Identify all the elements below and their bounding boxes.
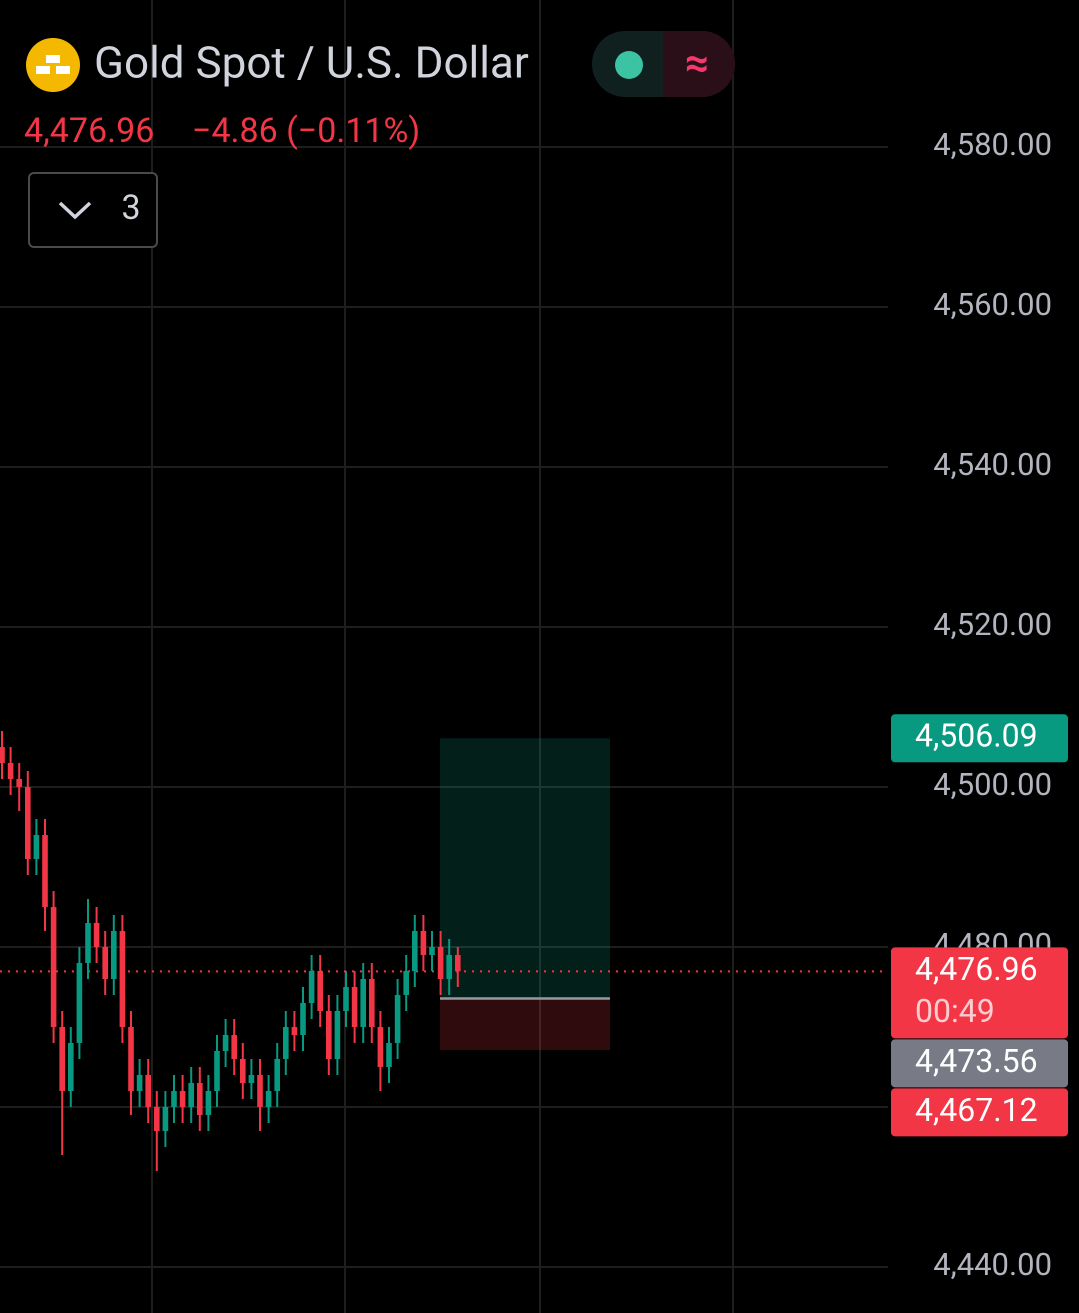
candle-body	[360, 979, 366, 1027]
candle-body	[412, 931, 418, 971]
candle-body	[197, 1083, 203, 1115]
candle-body	[300, 1003, 306, 1035]
price-label: 4,506.09	[915, 717, 1038, 755]
candle-body	[162, 1107, 169, 1131]
candle-body	[369, 979, 375, 1027]
candle-body	[33, 835, 40, 859]
candle-body	[446, 955, 452, 979]
candle-body	[283, 1027, 289, 1059]
candle-body	[214, 1051, 220, 1091]
candle-body	[231, 1035, 237, 1059]
y-tick-label: 4,540.00	[933, 446, 1052, 483]
candle-body	[291, 1027, 298, 1035]
candle-body	[59, 1027, 65, 1091]
candle-body	[145, 1075, 151, 1107]
candle-body	[50, 907, 57, 1027]
svg-text:≈: ≈	[685, 39, 709, 88]
candle-body	[136, 1075, 143, 1091]
candle-body	[403, 971, 409, 995]
header: Gold Spot / U.S. Dollar ≈ 4,476.96 −4.86…	[24, 31, 735, 248]
symbol-title: Gold Spot / U.S. Dollar	[94, 37, 529, 89]
vertical-grid	[151, 0, 734, 1313]
price-label: 4,467.12	[915, 1091, 1038, 1129]
candle-body	[377, 1027, 384, 1067]
candle-body	[171, 1091, 177, 1107]
indicator-count: 3	[121, 188, 140, 228]
candle-body	[25, 787, 31, 859]
candle-body	[429, 947, 435, 955]
candle-body	[394, 995, 401, 1043]
candle-body	[119, 931, 126, 1027]
candle-body	[76, 963, 83, 1043]
price-label-box	[891, 1039, 1068, 1088]
price-label-box	[891, 947, 1068, 1039]
candle-body	[274, 1059, 280, 1091]
candle-body	[240, 1059, 246, 1083]
y-tick-label: 4,440.00	[933, 1246, 1052, 1283]
y-tick-label: 4,500.00	[933, 766, 1052, 803]
status-toggle[interactable]: ≈	[592, 31, 735, 97]
candle-body	[334, 1011, 341, 1059]
countdown: 00:49	[915, 992, 995, 1030]
price-label: 4,473.56	[915, 1042, 1038, 1080]
candle-body	[317, 971, 323, 1011]
price-label-box	[891, 1088, 1068, 1137]
price-label: 4,476.96	[915, 950, 1038, 988]
take-profit-zone	[440, 738, 610, 999]
candle-body	[248, 1075, 255, 1083]
candle-body	[85, 923, 91, 963]
candle-body	[257, 1075, 263, 1107]
candle-body	[7, 763, 14, 779]
y-tick-label: 4,520.00	[933, 606, 1052, 643]
y-tick-label: 4,560.00	[933, 286, 1052, 323]
price-label-box	[891, 714, 1068, 763]
candle-body	[179, 1091, 186, 1107]
candle-body	[386, 1043, 392, 1067]
symbol-icon	[26, 38, 80, 92]
candle-body	[154, 1107, 160, 1131]
candle-body	[265, 1091, 272, 1107]
candle-body	[111, 931, 117, 979]
last-price: 4,476.96	[24, 111, 154, 151]
candle-body	[42, 835, 48, 907]
candle-body	[343, 987, 349, 1011]
candle-body	[68, 1043, 74, 1091]
candle-body	[437, 947, 444, 979]
indicator-toggle[interactable]: 3	[28, 172, 158, 248]
candle-body	[455, 955, 461, 972]
stop-loss-zone	[440, 998, 610, 1051]
y-tick-label: 4,580.00	[933, 126, 1052, 163]
candle-body	[308, 971, 315, 1003]
candle-body	[326, 1011, 332, 1059]
candle-body	[222, 1035, 229, 1051]
candle-body	[351, 987, 358, 1027]
candle-body	[128, 1027, 134, 1091]
price-change: −4.86 (−0.11%)	[192, 111, 420, 151]
candle-body	[420, 931, 427, 955]
candle-body	[93, 923, 100, 947]
candle-body	[16, 779, 22, 787]
candle-body	[102, 947, 108, 979]
candle-body	[188, 1083, 194, 1107]
candle-body	[205, 1091, 212, 1115]
candle-body	[0, 747, 5, 763]
